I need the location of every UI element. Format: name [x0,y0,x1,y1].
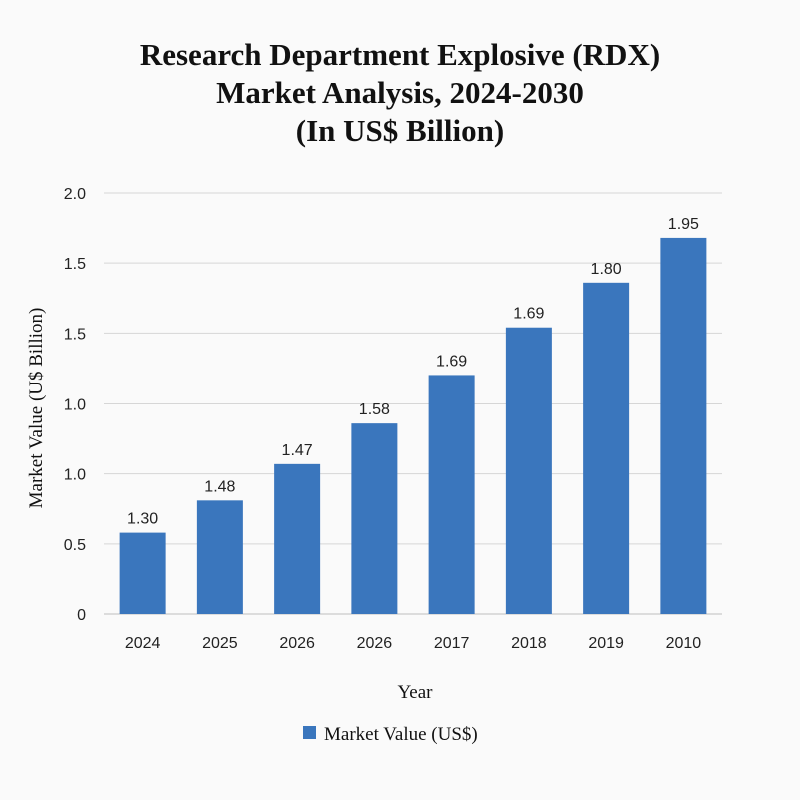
y-tick-label: 1.0 [64,397,86,414]
bars [119,237,707,614]
chart-title-line-2: Market Analysis, 2024-2030 [216,75,584,110]
data-label: 1.69 [513,306,544,323]
y-tick-label: 2.0 [64,186,86,203]
x-tick-label: 2024 [125,635,161,652]
data-label: 1.48 [204,478,235,495]
legend-label: Market Value (US$) [324,724,478,745]
chart-title-line-3: (In US$ Billion) [296,113,504,148]
x-tick-label: 2025 [202,635,238,652]
bar [119,532,166,614]
chart-title: Research Department Explosive (RDX) Mark… [140,37,660,148]
data-label: 1.80 [591,261,622,278]
y-tick-label: 1.5 [64,256,86,273]
legend: Market Value (US$) [303,724,478,745]
data-label: 1.95 [668,216,699,233]
bar [428,375,475,614]
data-label: 1.47 [282,442,313,459]
x-tick-label: 2017 [434,635,470,652]
bar [196,500,243,614]
data-label: 1.69 [436,353,467,370]
y-tick-label: 0 [77,607,86,624]
y-axis-title: Market Value (U$ Billion) [26,308,47,509]
x-tick-label: 2026 [279,635,315,652]
y-tick-label: 1.0 [64,467,86,484]
x-tick-label: 2018 [511,635,547,652]
bar [660,237,707,614]
x-tick-label: 2010 [666,635,702,652]
bar [351,423,398,614]
x-axis-title: Year [397,682,433,703]
bar [583,282,630,614]
x-axis-tick-labels: 2024 2025 2026 2026 2017 2018 2019 2010 [125,635,701,652]
legend-swatch [303,726,316,739]
y-axis-tick-labels: 0 0.5 1.0 1.0 1.5 1.5 2.0 [64,186,86,624]
bar [274,463,321,614]
data-label: 1.58 [359,401,390,418]
x-tick-label: 2019 [588,635,624,652]
x-tick-label: 2026 [357,635,393,652]
data-label: 1.30 [127,511,158,528]
y-tick-label: 0.5 [64,537,86,554]
gridlines [104,192,722,615]
data-labels: 1.30 1.48 1.47 1.58 1.69 1.69 1.80 1.95 [127,216,699,528]
chart-title-line-1: Research Department Explosive (RDX) [140,37,660,72]
bar [505,327,552,614]
y-tick-label: 1.5 [64,326,86,343]
